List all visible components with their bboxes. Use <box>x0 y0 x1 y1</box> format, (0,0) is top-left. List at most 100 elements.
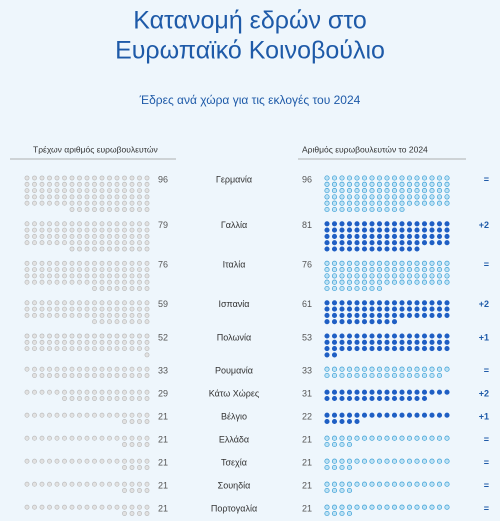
dot <box>114 279 120 285</box>
dot <box>69 175 75 181</box>
dot <box>384 267 390 273</box>
dot <box>114 435 120 441</box>
dot <box>324 435 330 441</box>
dot <box>107 181 112 187</box>
dot <box>62 233 67 239</box>
dot <box>361 279 368 285</box>
dot <box>84 200 90 206</box>
dot <box>444 366 450 372</box>
dot <box>62 181 67 187</box>
dot <box>69 412 75 418</box>
dot <box>436 366 443 372</box>
dot <box>384 233 390 239</box>
dot <box>444 273 450 279</box>
dot <box>84 240 90 246</box>
dot <box>429 279 435 285</box>
dot <box>144 260 150 266</box>
change: +1 <box>479 412 489 422</box>
dot <box>24 312 30 318</box>
dot <box>354 175 360 181</box>
dot <box>129 207 135 212</box>
dot <box>399 306 405 312</box>
dot <box>77 221 82 227</box>
dot <box>421 240 428 246</box>
dot <box>54 504 60 510</box>
dot <box>369 279 375 285</box>
dot <box>384 246 390 252</box>
dot <box>77 346 82 351</box>
dot <box>391 412 398 418</box>
dot <box>39 366 45 372</box>
dot <box>54 221 60 227</box>
dot <box>436 372 443 379</box>
dot <box>391 481 398 487</box>
dot <box>62 227 67 233</box>
dot <box>421 175 428 181</box>
dot <box>346 181 353 187</box>
dot <box>384 481 390 487</box>
dot <box>92 366 97 372</box>
dot <box>376 300 383 306</box>
dot <box>144 373 150 378</box>
dot <box>32 504 37 510</box>
dot <box>54 300 60 306</box>
dot <box>32 300 37 306</box>
dot <box>54 366 60 372</box>
dot <box>324 441 330 448</box>
dot <box>406 181 413 187</box>
dot <box>421 504 428 510</box>
dot <box>137 412 142 418</box>
dot <box>421 346 428 352</box>
dot <box>414 227 420 233</box>
dot <box>369 227 375 233</box>
title: Κατανομή εδρών στο <box>133 7 367 35</box>
dot <box>32 366 37 372</box>
dot <box>24 194 30 200</box>
dot <box>99 175 105 181</box>
dot <box>24 181 30 187</box>
dot <box>324 260 330 266</box>
dot <box>137 333 142 339</box>
dot <box>339 279 345 285</box>
dot <box>137 389 142 395</box>
current-value: 79 <box>158 220 168 230</box>
dot <box>421 233 428 239</box>
dot <box>47 233 52 239</box>
dot <box>406 175 413 181</box>
dot <box>391 246 398 252</box>
dot <box>331 227 338 233</box>
dot <box>376 233 383 239</box>
dot <box>69 181 75 187</box>
dot <box>331 504 338 510</box>
dot <box>346 267 353 273</box>
dot <box>414 366 420 372</box>
dot <box>47 306 52 312</box>
dot <box>122 419 127 424</box>
dot <box>107 346 112 351</box>
dot <box>129 194 135 200</box>
dot <box>69 458 75 464</box>
dot <box>92 175 97 181</box>
dot <box>354 372 360 379</box>
dot <box>376 319 383 325</box>
dot <box>129 419 135 424</box>
dot <box>32 233 37 239</box>
dot <box>84 273 90 279</box>
dot <box>47 273 52 279</box>
dot <box>144 233 150 239</box>
dot <box>137 366 142 372</box>
dot <box>376 273 383 279</box>
dot <box>122 333 127 339</box>
dot <box>69 233 75 239</box>
dot <box>414 279 420 285</box>
dot <box>376 246 383 252</box>
dot <box>62 260 67 266</box>
change: = <box>484 481 489 491</box>
dot <box>399 458 405 464</box>
dot <box>421 312 428 318</box>
dot <box>107 221 112 227</box>
dot <box>122 188 127 193</box>
dot <box>331 279 338 285</box>
dot <box>376 312 383 318</box>
dot <box>24 306 30 312</box>
